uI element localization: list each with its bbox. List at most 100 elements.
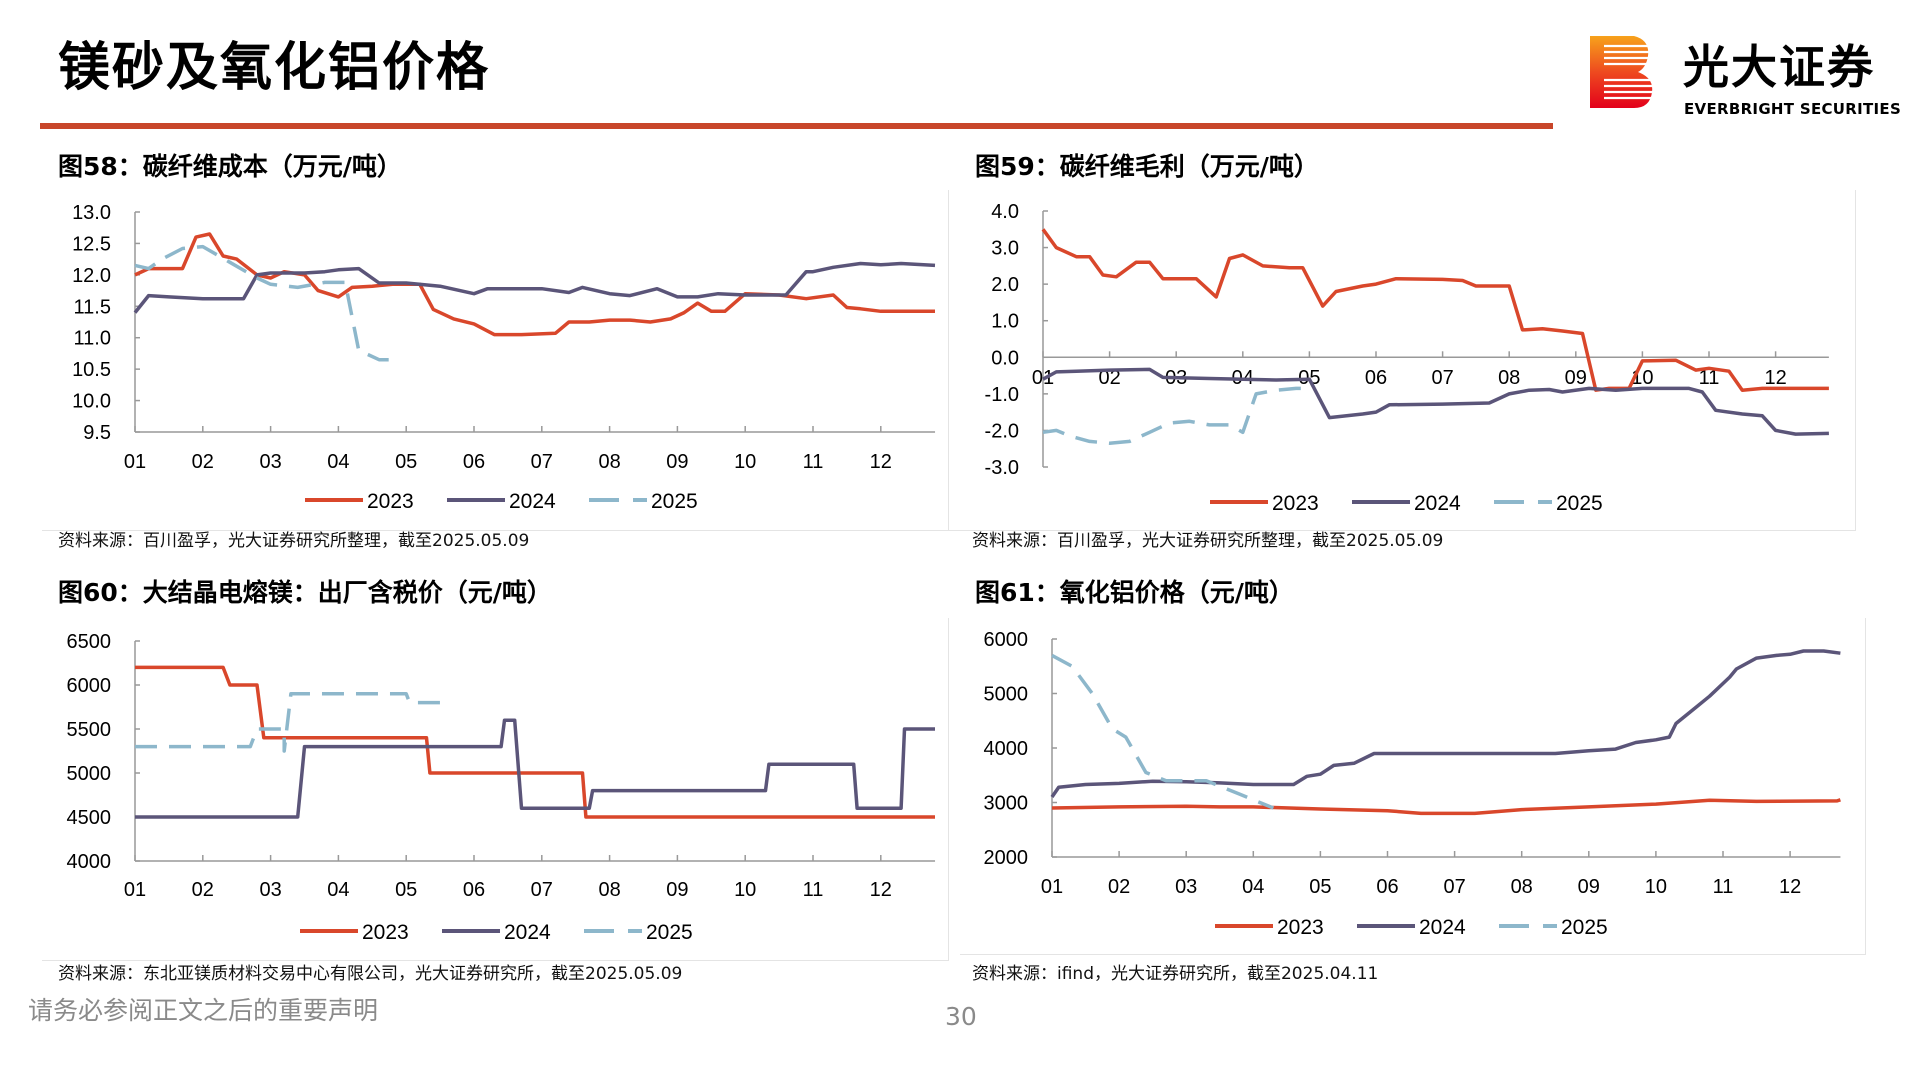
series-line-2023: [1051, 798, 1841, 816]
series-line-2023: [1041, 228, 1829, 392]
x-tick-label: 11: [1713, 876, 1734, 898]
y-tick-label: -1.0: [985, 384, 1019, 406]
y-tick-label: 5000: [67, 763, 112, 785]
x-tick-label: 02: [1098, 367, 1120, 389]
y-tick-label: 6000: [984, 629, 1029, 651]
y-tick-label: 1.0: [991, 311, 1019, 333]
series-line-2024: [135, 718, 935, 819]
y-tick-label: 12.0: [72, 265, 111, 287]
page-title: 镁砂及氧化铝价格: [58, 38, 491, 98]
y-tick-label: 10.5: [72, 359, 111, 381]
x-tick-label: 01: [124, 451, 146, 473]
x-tick-label: 11: [803, 879, 824, 901]
y-tick-label: 6500: [67, 631, 112, 653]
y-tick-label: 4000: [984, 738, 1029, 760]
x-tick-label: 05: [395, 879, 417, 901]
y-tick-label: 4500: [67, 807, 112, 829]
x-tick-label: 05: [395, 451, 417, 473]
legend-label: 2024: [1419, 916, 1466, 939]
series-line-2025: [1051, 653, 1275, 810]
everbright-logo-icon: [1590, 36, 1654, 108]
x-tick-label: 10: [734, 879, 756, 901]
x-tick-label: 08: [598, 879, 620, 901]
chart-panel: [960, 618, 1866, 955]
x-tick-label: 07: [531, 879, 553, 901]
x-tick-label: 02: [192, 879, 214, 901]
y-tick-label: 13.0: [72, 202, 111, 224]
x-tick-label: 03: [259, 879, 281, 901]
chart-source: 资料来源：东北亚镁质材料交易中心有限公司，光大证券研究所，截至2025.05.0…: [58, 964, 683, 984]
legend-label: 2024: [1414, 492, 1461, 515]
x-tick-label: 08: [1511, 876, 1533, 898]
chart-source: 资料来源：百川盈孚，光大证券研究所整理，截至2025.05.09: [58, 531, 530, 551]
x-tick-label: 04: [327, 879, 349, 901]
x-tick-label: 12: [1764, 367, 1786, 389]
x-tick-label: 09: [1565, 367, 1587, 389]
y-tick-label: 5500: [67, 719, 112, 741]
x-tick-label: 03: [1175, 876, 1197, 898]
y-tick-label: 3000: [984, 793, 1029, 815]
x-tick-label: 06: [1365, 367, 1387, 389]
x-tick-label: 01: [124, 879, 146, 901]
y-tick-label: 2000: [984, 847, 1029, 869]
chart-panel: [948, 190, 1856, 531]
legend-label: 2025: [1556, 492, 1603, 515]
x-tick-label: 06: [463, 879, 485, 901]
chart-panel: [42, 618, 949, 961]
chart-title: 图60：大结晶电熔镁：出厂含税价（元/吨）: [58, 578, 552, 607]
legend-label: 2025: [646, 921, 693, 944]
x-tick-label: 11: [803, 451, 824, 473]
series-line-2025: [135, 692, 441, 753]
chart-source: 资料来源：百川盈孚，光大证券研究所整理，截至2025.05.09: [972, 531, 1444, 551]
y-tick-label: -2.0: [985, 420, 1019, 442]
x-tick-label: 07: [531, 451, 553, 473]
x-tick-label: 06: [463, 451, 485, 473]
x-tick-label: 08: [598, 451, 620, 473]
x-tick-label: 04: [327, 451, 349, 473]
x-tick-label: 10: [734, 451, 756, 473]
x-tick-label: 07: [1431, 367, 1453, 389]
y-tick-label: 9.5: [83, 422, 111, 444]
series-line-2025: [1042, 386, 1310, 445]
x-tick-label: 06: [1376, 876, 1398, 898]
x-tick-label: 11: [1699, 367, 1720, 389]
title-divider: [40, 123, 1553, 129]
y-tick-label: 4000: [67, 851, 112, 873]
y-tick-label: 6000: [67, 675, 112, 697]
x-tick-label: 12: [1779, 876, 1801, 898]
y-tick-label: 3.0: [991, 238, 1019, 260]
x-tick-label: 12: [870, 451, 892, 473]
x-tick-label: 04: [1242, 876, 1264, 898]
y-tick-label: 12.5: [72, 233, 111, 255]
x-tick-label: 09: [1578, 876, 1600, 898]
x-tick-label: 01: [1041, 876, 1063, 898]
legend-label: 2025: [651, 490, 698, 513]
series-line-2024: [1042, 367, 1829, 436]
disclaimer-note: 请务必参阅正文之后的重要声明: [28, 996, 379, 1025]
chart-title: 图59：碳纤维毛利（万元/吨）: [975, 152, 1319, 181]
x-tick-label: 03: [259, 451, 281, 473]
y-tick-label: 0.0: [991, 347, 1019, 369]
legend-label: 2024: [509, 490, 556, 513]
legend-label: 2025: [1561, 916, 1608, 939]
chart-title: 图61：氧化铝价格（元/吨）: [975, 578, 1294, 607]
series-line-2024: [133, 261, 936, 314]
legend-label: 2024: [504, 921, 551, 944]
legend-label: 2023: [1277, 916, 1324, 939]
x-tick-label: 09: [666, 451, 688, 473]
x-tick-label: 12: [870, 879, 892, 901]
x-tick-label: 09: [666, 879, 688, 901]
x-tick-label: 10: [1645, 876, 1667, 898]
series-line-2023: [135, 665, 935, 819]
y-tick-label: 11.0: [74, 328, 111, 350]
y-tick-label: 10.0: [72, 391, 111, 413]
y-tick-label: 2.0: [991, 274, 1019, 296]
logo-name-en: EVERBRIGHT SECURITIES: [1684, 100, 1902, 118]
legend-label: 2023: [1272, 492, 1319, 515]
y-tick-label: 5000: [984, 684, 1029, 706]
x-tick-label: 08: [1498, 367, 1520, 389]
